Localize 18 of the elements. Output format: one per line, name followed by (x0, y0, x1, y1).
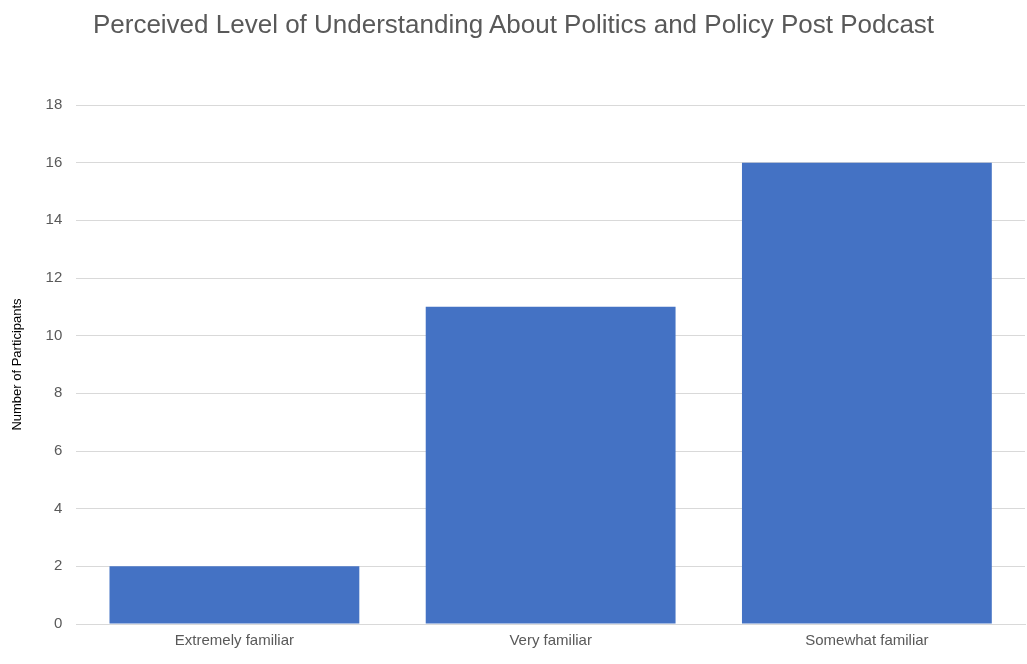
y-tick-label: 10 (45, 325, 63, 343)
x-tick-label: Very familiar (509, 631, 592, 649)
y-tick-label: 8 (53, 383, 63, 401)
y-axis-title: Number of Participants (9, 297, 25, 431)
y-tick-label: 4 (53, 498, 63, 516)
y-tick-label: 0 (53, 614, 63, 632)
bar (425, 306, 676, 624)
y-tick-label: 6 (53, 441, 63, 459)
y-tick-label: 12 (45, 268, 63, 286)
y-tick-label: 2 (53, 556, 63, 574)
chart-title: Perceived Level of Understanding About Politics and Policy Post Podcast (91, 8, 936, 41)
y-tick-label: 18 (45, 95, 63, 113)
y-tick-label: 16 (45, 152, 63, 170)
bar (109, 566, 360, 624)
x-tick-label: Extremely familiar (174, 631, 294, 649)
x-tick-label: Somewhat familiar (805, 631, 929, 649)
bar (741, 162, 992, 624)
y-tick-label: 14 (45, 210, 63, 228)
